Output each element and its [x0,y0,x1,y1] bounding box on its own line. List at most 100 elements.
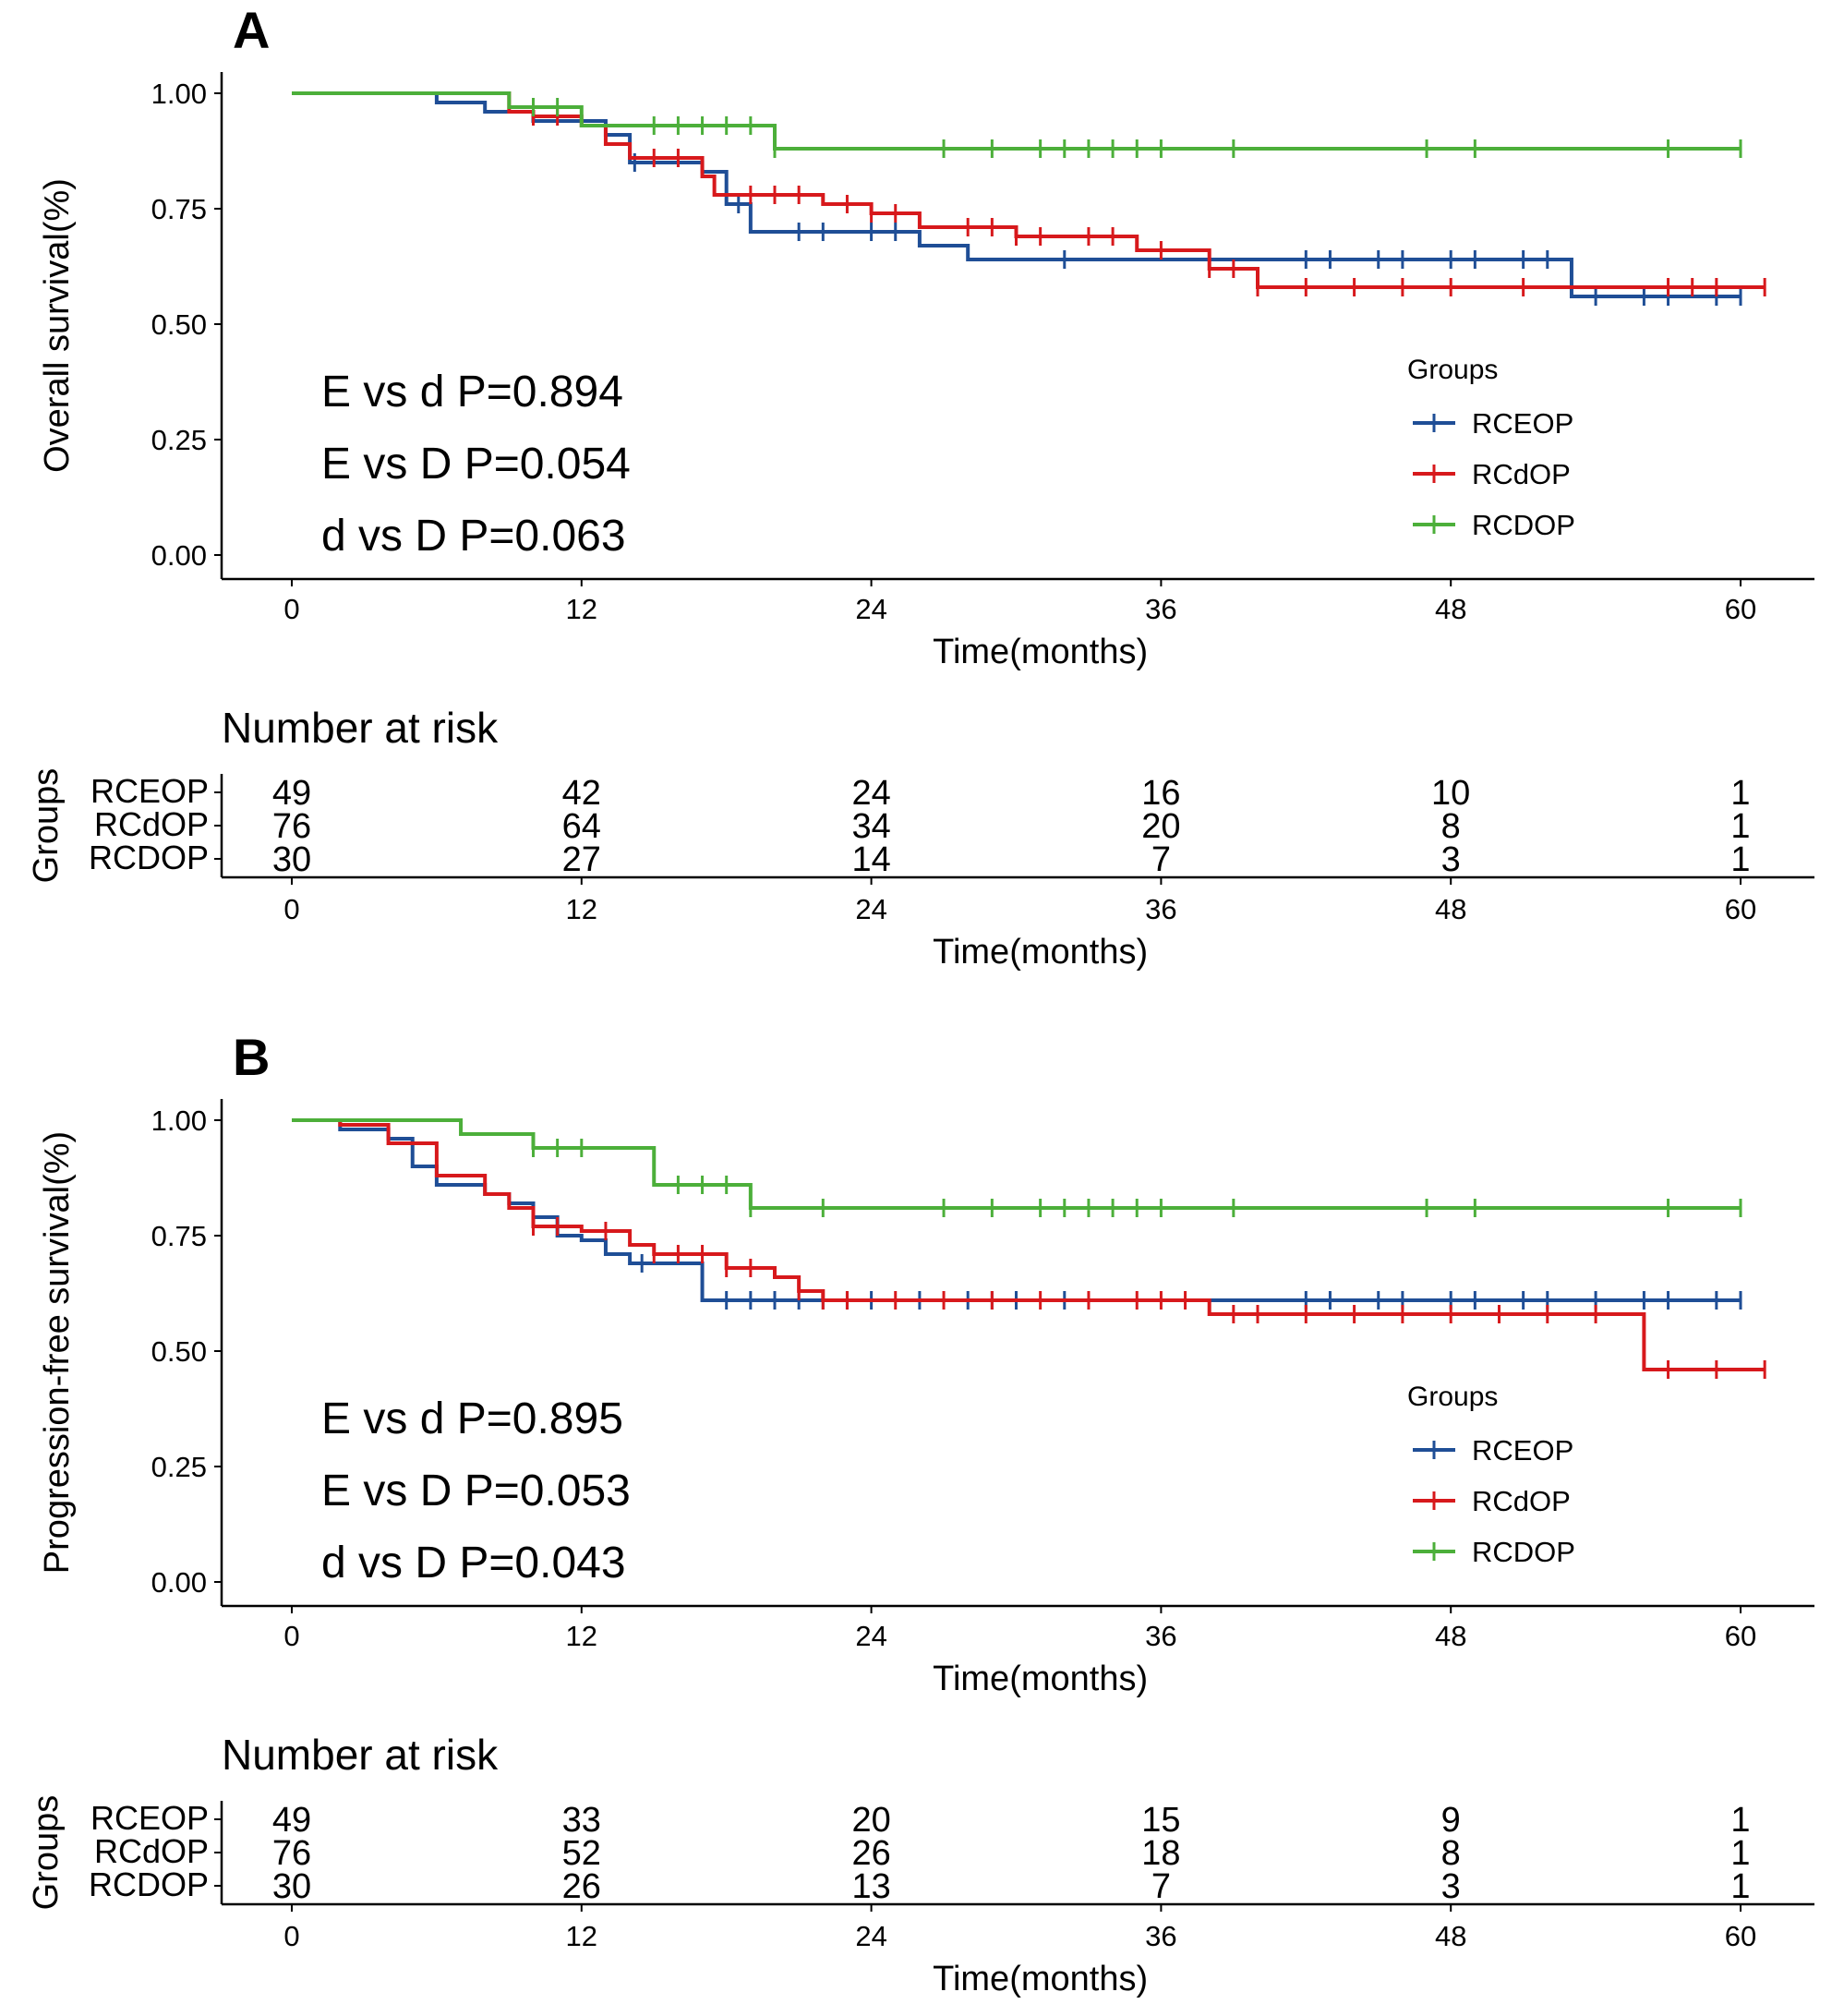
legend-title: Groups [1407,355,1498,385]
risk-count: 49 [272,774,311,813]
risk-x-tick-label: 24 [855,1920,886,1952]
p-value-annotation: E vs D P=0.054 [321,440,631,489]
curve-rcdop [292,91,1741,151]
risk-count: 30 [272,1867,311,1906]
legend-entry-rcdop: RCdOP [1472,1485,1571,1517]
risk-x-tick-label: 0 [283,1920,299,1952]
risk-count: 26 [851,1834,890,1873]
risk-count: 52 [562,1834,601,1873]
risk-x-axis-label: Time(months) [933,933,1148,972]
risk-count: 3 [1441,1867,1461,1906]
risk-count: 9 [1441,1801,1461,1840]
y-tick-label: 0.25 [151,1451,207,1483]
risk-count: 1 [1730,1801,1750,1840]
risk-count: 1 [1730,1867,1750,1906]
p-value-annotation: d vs D P=0.063 [321,512,626,561]
y-tick-label: 1.00 [151,78,207,110]
risk-x-tick-label: 12 [566,893,597,925]
legend-title: Groups [1407,1382,1498,1412]
x-tick-label: 24 [855,593,886,625]
risk-x-axis-label: Time(months) [933,1960,1148,1998]
y-tick-label: 0.50 [151,1335,207,1368]
panel-label: A [233,1,270,59]
risk-count: 42 [562,774,601,813]
risk-count: 20 [851,1801,890,1840]
curve-rcdop [292,1118,1766,1371]
x-tick-label: 12 [566,1620,597,1652]
risk-row-label-rceop: RCEOP [90,1799,209,1837]
curve-rcdop [292,1118,1741,1210]
y-axis-label: Progression-free survival(%) [38,1131,77,1574]
y-tick-label: 1.00 [151,1105,207,1137]
risk-count: 7 [1151,1867,1171,1906]
curve-rceop [292,1118,1741,1302]
x-axis-label: Time(months) [933,633,1148,671]
risk-x-tick-label: 60 [1725,1920,1756,1952]
risk-x-tick-label: 48 [1435,1920,1466,1952]
risk-count: 64 [562,807,601,846]
risk-count: 7 [1151,840,1171,879]
x-tick-label: 12 [566,593,597,625]
y-tick-label: 0.00 [151,539,207,572]
risk-count: 34 [851,807,890,846]
x-tick-label: 48 [1435,1620,1466,1652]
risk-count: 76 [272,1834,311,1873]
x-axis-label: Time(months) [933,1660,1148,1698]
p-value-annotation: E vs d P=0.895 [321,1394,623,1443]
p-value-annotation: d vs D P=0.043 [321,1539,626,1587]
risk-x-tick-label: 24 [855,893,886,925]
risk-count: 15 [1141,1801,1180,1840]
risk-row-label-rcdop: RCdOP [94,805,209,843]
risk-count: 1 [1730,774,1750,813]
y-tick-label: 0.50 [151,308,207,341]
risk-count: 18 [1141,1834,1180,1873]
risk-count: 1 [1730,807,1750,846]
legend-entry-rcdop: RCDOP [1472,509,1575,541]
risk-table-title: Number at risk [222,704,499,752]
legend-entry-rcdop: RCdOP [1472,458,1571,490]
x-tick-label: 36 [1145,1620,1176,1652]
panel-b: B 0.00 0.25 0.50 0.75 1.00 0 12 24 36 48 60 Time(mon… [27,1028,1814,1998]
risk-count: 13 [851,1867,890,1906]
risk-x-tick-label: 36 [1145,1920,1176,1952]
x-tick-label: 60 [1725,1620,1756,1652]
risk-count: 76 [272,807,311,846]
risk-x-tick-label: 60 [1725,893,1756,925]
risk-count: 26 [562,1867,601,1906]
risk-count: 14 [851,840,890,879]
risk-count: 1 [1730,840,1750,879]
x-tick-label: 60 [1725,593,1756,625]
risk-table-title: Number at risk [222,1731,499,1779]
risk-row-label-rcdop: RCDOP [89,1865,209,1903]
risk-count: 27 [562,840,601,879]
x-tick-label: 0 [283,1620,299,1652]
y-tick-label: 0.25 [151,424,207,456]
x-tick-label: 36 [1145,593,1176,625]
risk-count: 8 [1441,1834,1461,1873]
p-value-annotation: E vs D P=0.053 [321,1467,631,1515]
risk-count: 10 [1431,774,1470,813]
x-tick-label: 48 [1435,593,1466,625]
risk-count: 1 [1730,1834,1750,1873]
curve-rcdop [292,91,1766,289]
risk-count: 30 [272,840,311,879]
y-tick-label: 0.00 [151,1566,207,1599]
risk-row-label-rcdop: RCdOP [94,1832,209,1870]
risk-y-axis-label: Groups [27,1795,66,1911]
risk-row-label-rcdop: RCDOP [89,839,209,876]
risk-y-axis-label: Groups [27,768,66,884]
risk-count: 20 [1141,807,1180,846]
risk-count: 49 [272,1801,311,1840]
panel-label: B [233,1028,270,1086]
risk-count: 16 [1141,774,1180,813]
x-tick-label: 0 [283,593,299,625]
risk-row-label-rceop: RCEOP [90,772,209,810]
p-value-annotation: E vs d P=0.894 [321,368,623,416]
risk-x-tick-label: 12 [566,1920,597,1952]
panel-a: A 0.00 0.25 0.50 0.75 1.00 0 12 24 36 48 60 Time(mon… [27,1,1814,972]
risk-count: 24 [851,774,890,813]
y-tick-label: 0.75 [151,193,207,225]
risk-count: 8 [1441,807,1461,846]
